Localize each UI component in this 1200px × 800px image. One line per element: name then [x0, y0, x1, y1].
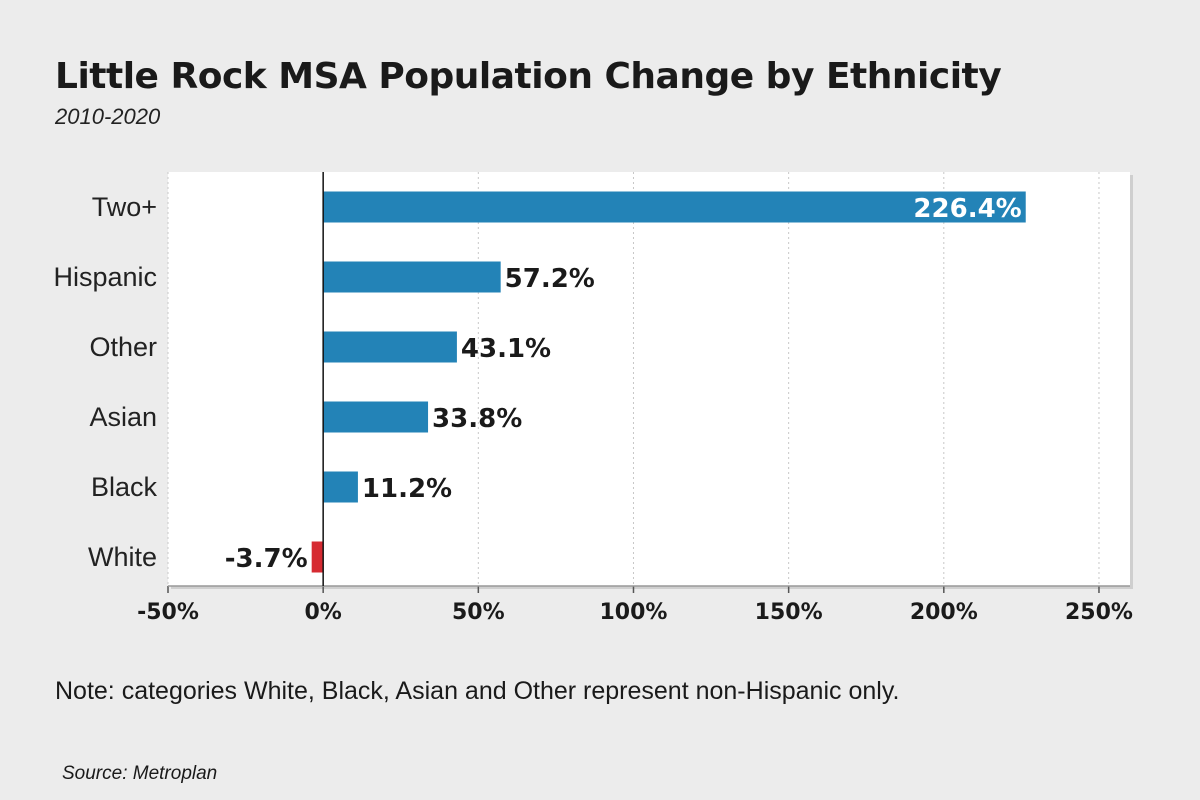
x-tick-label: 150%: [755, 600, 823, 625]
source-credit: Source: Metroplan: [62, 763, 218, 784]
category-label: Two+: [92, 192, 157, 222]
x-tick-label: 50%: [452, 600, 505, 625]
chart-subtitle: 2010-2020: [55, 104, 161, 129]
x-tick-label: 0%: [304, 600, 341, 625]
category-label: Black: [91, 472, 158, 502]
data-label: 11.2%: [362, 474, 452, 504]
data-label: 226.4%: [913, 194, 1021, 224]
plot-area: -50% 0% 50% 100% 150% 200% 250% Two+ 226.4% Hispa…: [53, 172, 1133, 625]
chart-title: Little Rock MSA Population Change by Eth…: [55, 56, 1002, 97]
bar-hispanic: [323, 261, 501, 293]
category-label: Hispanic: [53, 262, 157, 292]
data-label: 57.2%: [505, 264, 595, 294]
x-tick-label: 200%: [910, 600, 978, 625]
x-tick-label: -50%: [137, 600, 199, 625]
bar-white: [311, 541, 324, 573]
bar-black: [323, 471, 358, 503]
x-tick-label: 250%: [1065, 600, 1133, 625]
category-label: White: [88, 542, 157, 572]
bar-other: [323, 331, 457, 363]
bar-two: [323, 191, 1026, 223]
bar-chart: -50% 0% 50% 100% 150% 200% 250% Two+ 226.4% Hispa…: [53, 172, 1133, 625]
x-tick-label: 100%: [599, 600, 667, 625]
plot-background: [168, 172, 1130, 586]
bar-asian: [323, 401, 429, 433]
data-label: 33.8%: [432, 404, 522, 434]
category-label: Asian: [89, 402, 157, 432]
footnote: Note: categories White, Black, Asian and…: [55, 677, 900, 705]
data-label: -3.7%: [225, 544, 308, 574]
data-label: 43.1%: [461, 334, 551, 364]
category-label: Other: [89, 332, 157, 362]
